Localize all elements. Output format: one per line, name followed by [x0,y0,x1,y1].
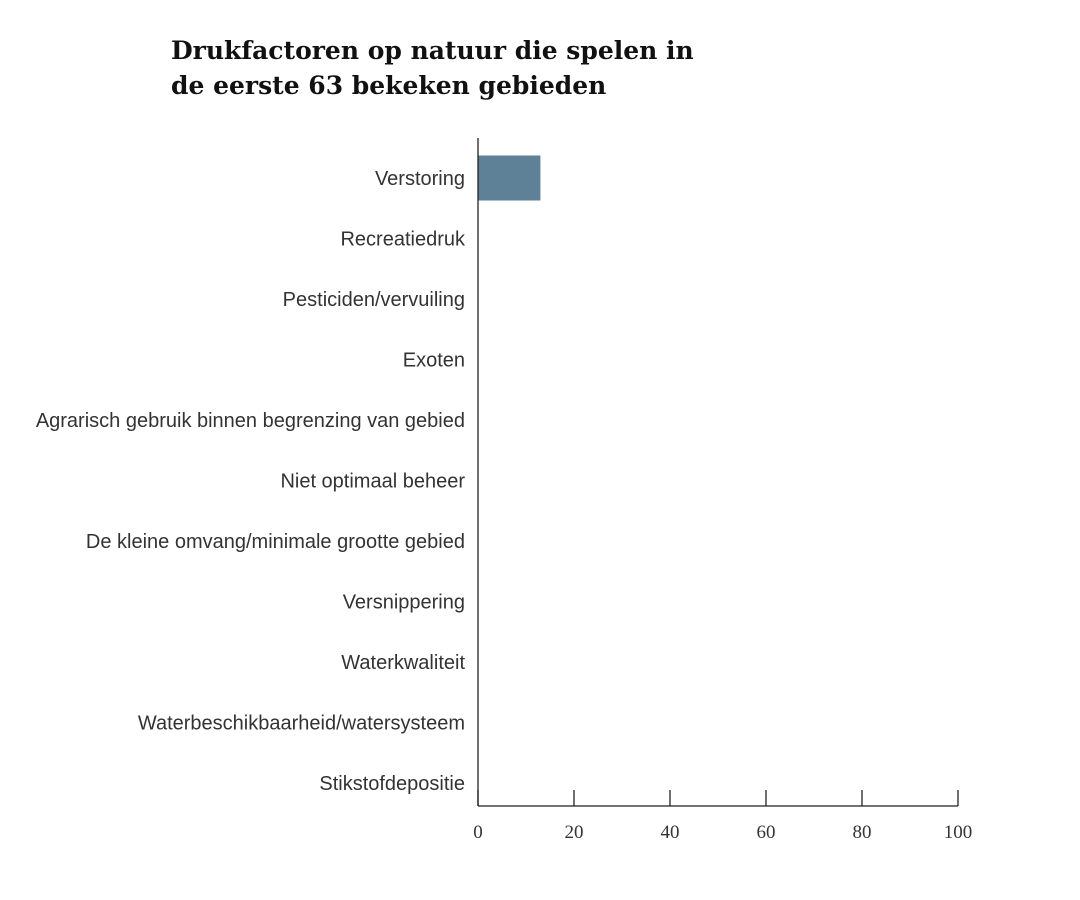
category-label: Exoten [403,350,465,372]
x-tick-label: 80 [853,822,872,843]
category-label: Agrarisch gebruik binnen begrenzing van … [36,410,465,432]
chart-title: Drukfactoren op natuur die spelen in de … [171,36,694,100]
bars-group [478,155,541,201]
category-label: Versnippering [343,592,465,614]
category-label: Pesticiden/vervuiling [283,289,465,311]
x-axis-ticks: 0 20 40 60 80 100 [473,790,972,843]
bar-0 [478,155,541,201]
x-tick-label: 0 [473,822,483,843]
category-label: Recreatiedruk [340,229,466,251]
x-tick-label: 60 [757,822,776,843]
category-label: Niet optimaal beheer [280,471,465,493]
x-tick-label: 40 [661,822,680,843]
category-label: Stikstofdepositie [319,773,465,795]
x-tick-label: 20 [565,822,584,843]
x-tick-label: 100 [944,822,973,843]
category-label: Waterkwaliteit [341,652,465,674]
category-label: Waterbeschikbaarheid/watersysteem [138,713,465,735]
category-label: De kleine omvang/minimale grootte gebied [86,531,465,553]
category-label: Verstoring [375,168,465,190]
category-labels: Verstoring Recreatiedruk Pesticiden/vervui… [36,168,466,795]
